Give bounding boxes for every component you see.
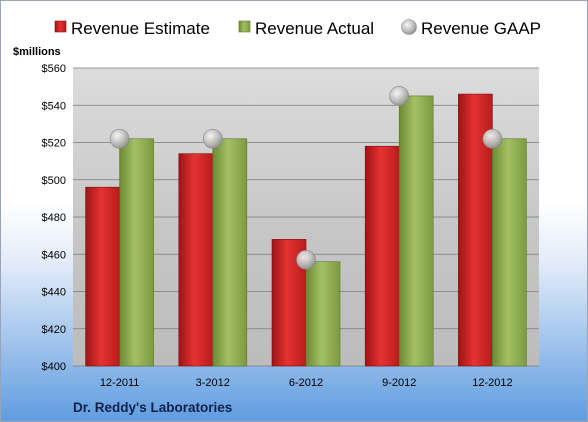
legend-item-revenue-actual: Revenue Actual [238,19,374,38]
y-tick-label: $480 [42,212,66,224]
legend-marker-revenue-gaap [401,19,417,35]
gaap-markers [109,86,503,270]
y-axis-unit-label: $millions [13,46,61,58]
legend: Revenue Estimate Revenue Actual Revenue … [54,19,541,38]
marker-revenue-gaap-9-2012 [389,86,410,106]
legend-label-revenue-gaap: Revenue GAAP [421,19,541,38]
marker-revenue-gaap-6-2012 [296,250,316,270]
legend-swatch-revenue-actual [238,20,251,33]
y-tick-label: $460 [42,249,66,261]
bar-revenue-estimate-12-2012 [458,93,493,367]
legend-item-revenue-estimate: Revenue Estimate [54,19,210,38]
bar-revenue-actual-6-2012 [305,261,341,367]
x-tick-label: 3-2012 [196,377,230,389]
bar-revenue-actual-9-2012 [398,95,434,367]
y-tick-label: $560 [42,63,66,75]
bar-revenue-estimate-3-2012 [178,153,214,367]
bar-revenue-estimate-9-2012 [364,145,400,367]
legend-swatch-revenue-estimate [54,20,67,33]
x-tick-label: 12-2012 [472,377,512,389]
legend-label-revenue-estimate: Revenue Estimate [71,19,210,38]
y-tick-label: $420 [42,324,66,336]
y-axis-tick-labels: $400 $420 $440 $460 $480 $500 $520 $540 $560 [42,63,66,373]
legend-label-revenue-actual: Revenue Actual [255,19,374,38]
company-name: Dr. Reddy's Laboratories [73,400,232,415]
bars [85,93,527,367]
x-tick-label: 12-2011 [100,377,140,389]
marker-revenue-gaap-12-2011 [109,128,130,149]
y-tick-label: $520 [42,138,66,150]
marker-revenue-gaap-3-2012 [203,128,223,149]
x-tick-label: 9-2012 [382,377,416,389]
legend-item-revenue-gaap: Revenue GAAP [401,19,541,38]
bar-revenue-actual-12-2012 [492,138,527,367]
bar-revenue-estimate-12-2011 [85,186,120,367]
y-tick-label: $440 [42,287,66,299]
bar-revenue-actual-3-2012 [212,138,248,367]
marker-revenue-gaap-12-2012 [482,128,503,149]
x-axis-tick-labels: 12-2011 3-2012 6-2012 9-2012 12-2012 [100,377,513,389]
bar-revenue-actual-12-2011 [119,138,154,367]
y-tick-label: $500 [42,175,66,187]
x-tick-label: 6-2012 [289,377,323,389]
y-tick-label: $400 [42,361,66,373]
y-tick-label: $540 [42,100,66,112]
